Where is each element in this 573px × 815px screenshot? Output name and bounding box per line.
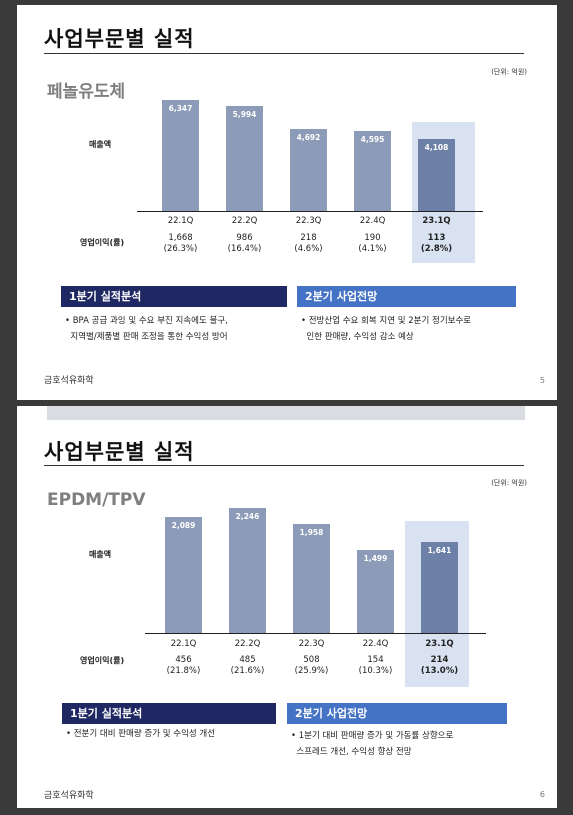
unit-label: (단위: 억원) bbox=[491, 68, 527, 76]
revenue-bar: 1,499 bbox=[357, 549, 394, 633]
bar-value-label: 4,108 bbox=[424, 143, 449, 153]
category-label: 22.3Q bbox=[295, 216, 322, 226]
bar-value-label: 2,246 bbox=[235, 512, 260, 521]
title-divider bbox=[44, 465, 524, 466]
unit-label: (단위: 억원) bbox=[491, 479, 527, 487]
operating-profit-label: 영업이익(률) bbox=[80, 238, 125, 247]
q1-analysis-header: 1분기 실적분석 bbox=[61, 286, 287, 307]
bar-value-label: 2,089 bbox=[171, 520, 196, 530]
bar-value-label: 1,499 bbox=[363, 553, 388, 563]
slide-page-5: 사업부문별 실적 (단위: 억원) 페놀유도체 매출액 영업이익(률) 1분기 … bbox=[17, 5, 557, 400]
bar-value-label: 5,994 bbox=[232, 110, 257, 120]
bar-value-label: 6,347 bbox=[168, 104, 193, 113]
category-label: 23.1Q bbox=[422, 216, 451, 226]
revenue-bar: 4,595 bbox=[354, 130, 391, 211]
title-divider bbox=[44, 53, 524, 54]
category-label: 22.1Q bbox=[167, 216, 194, 226]
operating-profit-value: 456 (21.8%) bbox=[166, 655, 201, 676]
revenue-bar: 4,692 bbox=[290, 128, 327, 211]
revenue-label: 매출액 bbox=[89, 140, 112, 149]
operating-profit-value: 113 (2.8%) bbox=[420, 233, 453, 254]
header-band bbox=[47, 406, 525, 420]
operating-profit-value: 154 (10.3%) bbox=[358, 655, 393, 676]
operating-profit-value: 485 (21.6%) bbox=[230, 655, 265, 676]
q2-outlook-text: • 1분기 대비 판매량 증가 및 가동률 상향으로 스프레드 개선, 수익성 … bbox=[291, 731, 454, 757]
bar-value-label: 4,595 bbox=[360, 134, 385, 144]
revenue-bar: 1,958 bbox=[293, 524, 330, 633]
category-label: 22.1Q bbox=[170, 639, 197, 649]
page-number: 6 bbox=[539, 790, 545, 799]
slide-page-6: 사업부문별 실적 (단위: 억원) EPDM/TPV 매출액 영업이익(률) 1… bbox=[17, 406, 557, 808]
operating-profit-value: 190 (4.1%) bbox=[358, 233, 387, 254]
q1-analysis-text: • 전분기 대비 판매량 증가 및 수익성 개선 bbox=[66, 729, 216, 739]
chart-baseline bbox=[145, 633, 486, 634]
operating-profit-value: 1,668 (26.3%) bbox=[163, 233, 198, 254]
operating-profit-value: 986 (16.4%) bbox=[227, 233, 262, 254]
q1-analysis-header: 1분기 실적분석 bbox=[62, 703, 276, 724]
category-label: 22.2Q bbox=[231, 216, 258, 226]
revenue-bar: 6,347 bbox=[162, 100, 199, 211]
segment-title: 페놀유도체 bbox=[47, 82, 126, 102]
revenue-bar: 4,108 bbox=[418, 139, 455, 211]
bar-value-label: 4,692 bbox=[296, 132, 321, 142]
slide-title: 사업부문별 실적 bbox=[44, 440, 195, 464]
revenue-bar: 1,641 bbox=[421, 541, 458, 633]
slide-title: 사업부문별 실적 bbox=[44, 27, 195, 51]
revenue-bar: 2,089 bbox=[165, 516, 202, 633]
revenue-bar: 2,246 bbox=[229, 508, 266, 633]
revenue-bar: 5,994 bbox=[226, 106, 263, 211]
page-number: 5 bbox=[539, 376, 545, 385]
category-label: 23.1Q bbox=[425, 639, 454, 649]
company-logo: 금호석유화학 bbox=[44, 376, 94, 386]
category-label: 22.4Q bbox=[362, 639, 389, 649]
q1-analysis-text: • BPA 공급 과잉 및 수요 부진 지속에도 불구, 지역별/제품별 판매 … bbox=[65, 316, 228, 342]
category-label: 22.2Q bbox=[234, 639, 261, 649]
q2-outlook-text: • 전방산업 수요 회복 지연 및 2분기 정기보수로 인한 판매량, 수익성 … bbox=[301, 316, 472, 342]
category-label: 22.3Q bbox=[298, 639, 325, 649]
operating-profit-value: 218 (4.6%) bbox=[294, 233, 323, 254]
operating-profit-value: 214 (13.0%) bbox=[420, 655, 459, 676]
q2-outlook-header: 2분기 사업전망 bbox=[287, 703, 507, 724]
category-label: 22.4Q bbox=[359, 216, 386, 226]
company-logo: 금호석유화학 bbox=[44, 791, 94, 801]
bar-value-label: 1,958 bbox=[299, 528, 324, 538]
revenue-label: 매출액 bbox=[89, 550, 112, 559]
chart-baseline bbox=[137, 211, 483, 212]
segment-title: EPDM/TPV bbox=[47, 490, 146, 510]
operating-profit-value: 508 (25.9%) bbox=[294, 655, 329, 676]
q2-outlook-header: 2분기 사업전망 bbox=[297, 286, 516, 307]
operating-profit-label: 영업이익(률) bbox=[80, 656, 125, 665]
bar-value-label: 1,641 bbox=[427, 545, 452, 555]
